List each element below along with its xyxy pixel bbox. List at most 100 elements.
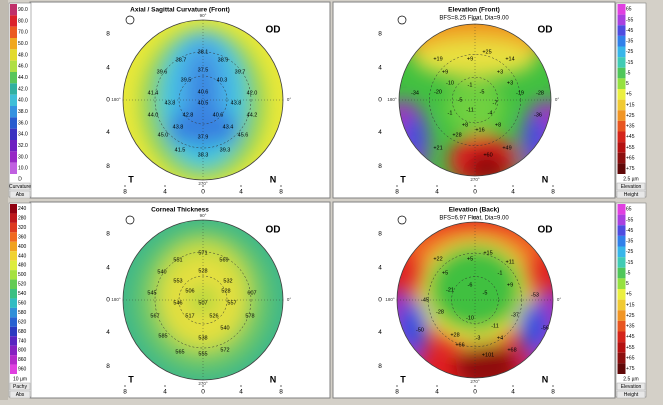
scale-swatch [617,78,626,89]
scale-label: 320 [18,225,27,231]
map-value: -37 [511,312,519,318]
x-tick-label: 8 [123,389,127,396]
scale-swatch [10,345,17,356]
panel-title: Elevation (Back) [449,207,500,214]
scale-swatch [10,83,17,95]
scale-name-box [616,182,646,191]
scale-label: 10.0 [18,166,28,172]
scale-mode: Height [624,392,639,398]
scale-swatch [10,106,17,118]
map-value: +5 [442,270,448,276]
scale-swatch [617,67,626,79]
nasal-label: N [270,374,277,384]
scale-label: 32.0 [18,143,28,149]
scale-mode-box[interactable] [9,190,31,199]
scale-label: 860 [18,357,27,363]
scale-label: -5 [626,70,631,76]
map-value: -36 [534,112,542,118]
scale-mode-box[interactable] [616,190,646,199]
map-value: 571 [198,250,207,256]
temporal-label: T [128,174,134,184]
map-value: +25 [482,49,491,55]
x-tick-label: 0 [201,389,205,396]
map-region [414,39,536,78]
scale-label: 240 [18,206,27,212]
map-value: -1 [498,270,503,276]
map-value: 38.3 [198,152,209,158]
map-value: 38.7 [176,57,187,63]
scale-label: -5 [626,270,631,276]
scale-label: 80.0 [18,18,28,24]
scale-swatch [617,152,626,164]
scale-label: 800 [18,348,27,354]
map-value: 578 [245,313,254,319]
x-tick-label: 0 [473,189,477,196]
map-value: 37.5 [198,67,209,73]
x-tick-label: 4 [511,189,515,196]
scale-swatch [617,363,626,374]
map-value: 528 [221,288,230,294]
map-value: 540 [220,325,229,331]
angle-label: 90° [200,213,207,218]
zone-ring [178,275,228,325]
scale-swatch [10,289,17,299]
scale-swatch [10,270,17,280]
map-value: +22 [433,256,442,262]
scale-label: +5 [626,92,632,98]
x-tick-label: 8 [551,389,555,396]
scale-label: 360 [18,234,27,240]
x-tick-label: 8 [395,389,399,396]
scale-swatch [617,142,626,153]
scale-swatch [10,49,17,61]
y-tick-label: 8 [378,30,382,37]
zoom-button[interactable] [125,15,135,25]
y-tick-label: 0 [378,97,382,104]
scale-label: 70.0 [18,30,28,36]
angle-label: 0° [557,297,562,302]
map-value: 572 [220,347,229,353]
scale-name: Curvature [9,184,31,190]
scale-label: 65 [626,207,632,213]
scale-swatch [617,25,626,36]
color-map [123,220,283,380]
angle-label: 270° [470,379,480,384]
map-value: +3 [507,80,513,86]
scale-label: +65 [626,155,635,161]
scale-label: -15 [626,60,633,66]
scale-label: 960 [18,367,27,373]
map-value: +66 [455,342,464,348]
angle-label: 180° [387,97,397,102]
scale-swatch [10,204,17,214]
map-value: 43.8 [173,124,184,130]
map-value: +14 [505,56,514,62]
map-value: 45.0 [158,132,169,138]
map-value: 44.2 [247,112,258,118]
zoom-button[interactable] [397,15,407,25]
scale-label: -35 [626,39,633,45]
scale-mode-box[interactable] [616,390,646,399]
map-value: 44.0 [148,112,159,118]
map-region [208,112,238,144]
scale-label: +35 [626,124,635,130]
scale-mode-box[interactable] [9,390,31,399]
map-value: 41.5 [175,147,186,153]
zoom-button[interactable] [397,215,407,225]
zoom-button[interactable] [125,215,135,225]
map-value: -3 [476,335,481,341]
map-value: 528 [198,268,207,274]
scale-name: Pachy [13,384,27,390]
scale-mode: Abs [16,392,25,398]
scale-label: 65 [626,7,632,13]
scale-swatch [10,38,17,50]
scale-swatch [10,364,17,374]
map-value: 551 [173,257,182,263]
eye-label: OD [266,225,281,236]
scale-swatch [10,213,17,223]
scale-swatch [617,267,626,279]
x-tick-label: 8 [395,189,399,196]
scale-label: 400 [18,244,27,250]
map-value: -21 [446,287,454,293]
map-value: +68 [507,347,516,353]
scale-label: 48.0 [18,52,28,58]
